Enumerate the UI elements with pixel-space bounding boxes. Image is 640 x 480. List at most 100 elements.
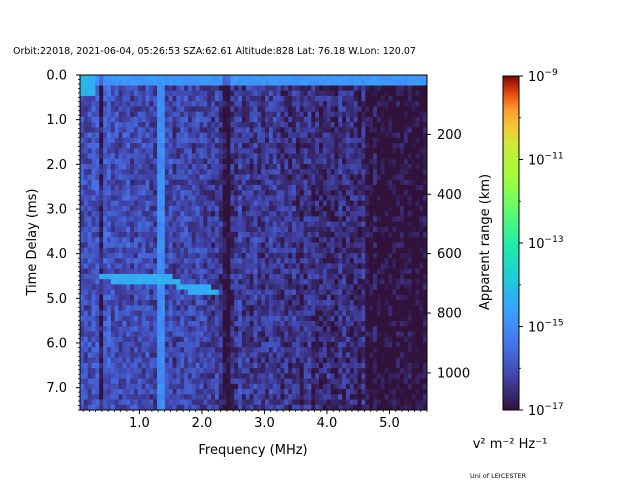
heatmap-cell [211,169,216,175]
heatmap-cell [95,389,100,395]
heatmap-cell [83,179,89,186]
heatmap-cell [207,373,212,379]
heatmap-cell [145,383,150,390]
heatmap-cell [114,294,119,301]
heatmap-cell [272,383,278,390]
heatmap-cell [342,200,347,207]
heatmap-cell [187,169,193,175]
heatmap-cell [103,394,108,400]
heatmap-cell [122,373,127,379]
heatmap-cell [322,310,328,317]
heatmap-cell [380,95,385,102]
heatmap-cell [164,394,170,400]
heatmap-cell [357,336,362,343]
heatmap-cell [157,252,162,259]
heatmap-cell [145,216,150,222]
heatmap-cell [353,80,358,86]
heatmap-cell [203,158,208,165]
heatmap-cell [83,383,89,390]
heatmap-cell [276,169,281,175]
heatmap-cell [295,95,301,102]
heatmap-cell [106,90,112,97]
heatmap-cell [253,221,258,228]
heatmap-cell [315,116,320,123]
heatmap-cell [214,80,220,86]
heatmap-cell [118,389,123,395]
heatmap-cell [157,179,162,186]
heatmap-cell [268,268,274,275]
heatmap-cell [280,389,285,395]
heatmap-cell [241,315,247,322]
heatmap-cell [95,122,100,128]
heatmap-cell [103,216,108,222]
heatmap-cell [272,221,278,228]
heatmap-cell [133,143,139,149]
heatmap-cell [284,242,289,249]
heatmap-cell [311,389,316,395]
heatmap-cell [307,132,312,139]
heatmap-cell [241,268,247,275]
heatmap-cell [326,399,332,406]
heatmap-cell [153,75,158,81]
heatmap-cell [80,101,85,107]
heatmap-cell [268,399,274,406]
heatmap-cell [199,352,204,359]
heatmap-cell [265,268,270,275]
heatmap-cell [365,205,370,212]
heatmap-cell [234,300,239,306]
heatmap-cell [230,205,235,212]
heatmap-cell [365,368,370,374]
heatmap-cell [361,237,366,243]
heatmap-cell [180,294,185,301]
heatmap-cell [319,184,324,191]
heatmap-cell [114,80,119,86]
heatmap-cell [284,310,289,317]
heatmap-cell [346,389,351,395]
heatmap-cell [249,232,254,238]
heatmap-cell [272,232,278,238]
heatmap-cell [218,258,224,264]
heatmap-cell [157,242,162,249]
heatmap-cell [303,195,308,202]
heatmap-cell [141,268,146,275]
heatmap-cell [338,137,343,144]
heatmap-cell [284,137,289,144]
heatmap-cell [195,284,200,291]
heatmap-cell [172,321,177,327]
heatmap-cell [207,294,212,301]
heatmap-cell [133,200,139,207]
heatmap-cell [334,232,339,238]
heatmap-cell [295,237,301,243]
heatmap-cell [191,163,197,170]
heatmap-cell [195,179,200,186]
heatmap-cell [122,399,127,406]
heatmap-cell [357,373,362,379]
heatmap-cell [249,122,254,128]
heatmap-cell [126,153,131,160]
heatmap-cell [268,195,274,202]
heatmap-cell [141,389,146,395]
heatmap-cell [230,326,235,332]
heatmap-cell [106,184,112,191]
heatmap-cell [322,294,328,301]
heatmap-cell [272,294,278,301]
heatmap-cell [118,179,123,186]
heatmap-cell [319,389,324,395]
heatmap-cell [180,331,185,338]
heatmap-cell [184,294,189,301]
heatmap-cell [361,122,366,128]
heatmap-cell [295,75,301,81]
heatmap-cell [334,336,339,343]
heatmap-cell [91,326,96,332]
heatmap-cell [261,279,266,285]
heatmap-cell [106,362,112,369]
heatmap-cell [153,143,158,149]
heatmap-cell [168,132,173,139]
heatmap-cell [122,200,127,207]
heatmap-cell [361,368,366,374]
heatmap-cell [230,80,235,86]
heatmap-cell [122,211,127,217]
heatmap-cell [292,389,297,395]
heatmap-cell [141,95,146,102]
heatmap-cell [295,315,301,322]
